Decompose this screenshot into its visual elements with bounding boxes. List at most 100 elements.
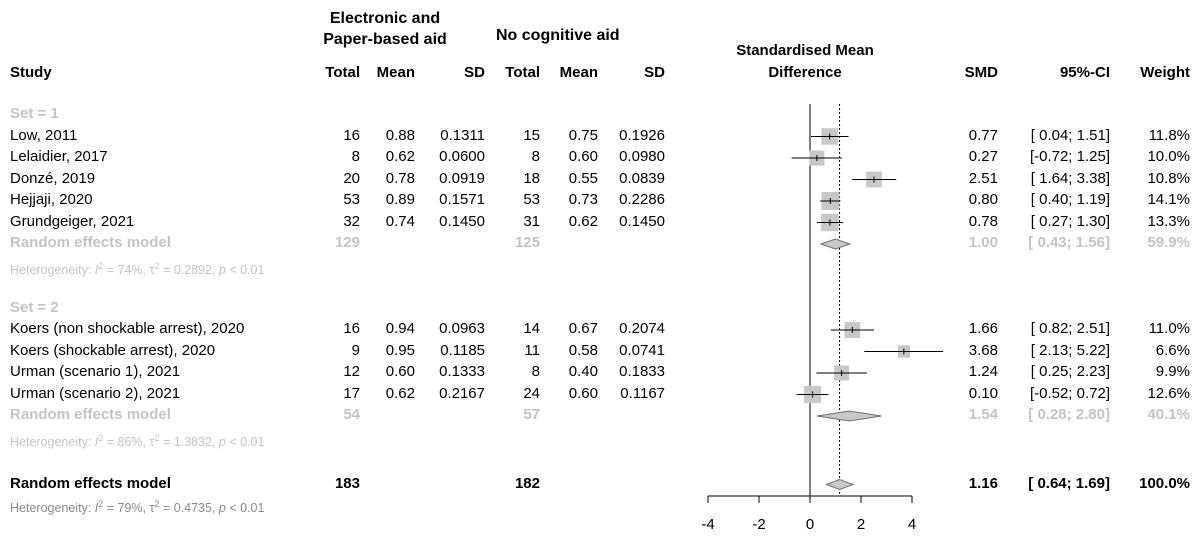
cell-weight: 9.9% <box>1155 363 1190 380</box>
study-label: Low, 2011 <box>10 126 78 144</box>
cell-total2: 125 <box>514 234 540 251</box>
cell-ci: [ 0.82; 2.51] <box>1030 320 1110 337</box>
cell-total2: 24 <box>523 384 540 402</box>
subgroup-pooled-diamond <box>819 238 852 250</box>
cell-sd1: 0.1333 <box>439 363 485 380</box>
cell-smd: 1.24 <box>968 363 998 380</box>
cell-ci: [ 0.40; 1.19] <box>1030 191 1110 208</box>
het-i2-sup: 2 <box>98 499 104 509</box>
col-header-sd2: SD <box>644 64 665 81</box>
cell-ci: [ 0.27; 1.30] <box>1030 212 1110 230</box>
cell-smd: 0.10 <box>968 384 998 402</box>
cell-ci: [ 0.43; 1.56] <box>1028 234 1110 251</box>
het-prefix: Heterogeneity: <box>10 262 95 277</box>
cell-weight: 10.0% <box>1147 148 1190 165</box>
het-i2-value: = 79%, <box>103 501 150 516</box>
x-tick-label: -2 <box>752 516 765 533</box>
het-tau-sup: 2 <box>154 499 160 509</box>
study-label: Set = 2 <box>10 298 59 316</box>
cell-weight: 10.8% <box>1147 169 1190 187</box>
cell-smd: 0.78 <box>968 212 998 230</box>
het-p-value: < 0.01 <box>225 501 265 516</box>
cell-sd1: 0.1185 <box>440 341 485 359</box>
smd-header-line1: Standardised Mean <box>736 42 874 59</box>
het-i2-value: = 86%, <box>103 434 150 449</box>
cell-ci: [ 0.64; 1.69] <box>1028 474 1110 492</box>
study-label: Urman (scenario 2), 2021 <box>10 384 181 402</box>
cell-smd: 2.51 <box>968 169 998 187</box>
cell-smd: 0.80 <box>968 191 998 208</box>
het-p-value: < 0.01 <box>225 262 265 277</box>
cell-mean1: 0.88 <box>385 126 415 144</box>
het-tau-sup: 2 <box>154 260 160 271</box>
cell-weight: 11.0% <box>1148 320 1190 337</box>
group1-header-line1: Electronic and <box>329 10 441 27</box>
cell-total2: 53 <box>523 191 540 208</box>
cell-weight: 6.6% <box>1155 341 1190 359</box>
heterogeneity-line: Heterogeneity: I2 = 86%, τ2 = 1.3832, p … <box>10 429 264 451</box>
cell-mean2: 0.60 <box>568 384 598 402</box>
cell-ci: [ 0.28; 2.80] <box>1028 406 1110 423</box>
het-i2-sup: 2 <box>98 260 104 271</box>
cell-smd: 3.68 <box>968 341 998 359</box>
study-label: Donzé, 2019 <box>10 169 96 187</box>
cell-sd1: 0.1311 <box>440 126 485 144</box>
col-header-weight: Weight <box>1140 64 1190 81</box>
x-tick-label: 4 <box>908 516 916 533</box>
cell-sd1: 0.0600 <box>439 148 485 165</box>
het-i2-symbol: I <box>94 501 99 516</box>
het-tau-symbol: τ <box>149 262 155 277</box>
cell-sd2: 0.1450 <box>619 212 665 230</box>
heterogeneity-line: Heterogeneity: I2 = 79%, τ2 = 0.4735, p … <box>10 495 264 517</box>
cell-total2: 18 <box>523 169 540 187</box>
het-p-symbol: p <box>218 434 226 449</box>
study-label: Koers (shockable arrest), 2020 <box>10 341 216 359</box>
study-label: Random effects model <box>10 406 171 423</box>
cell-smd: 1.54 <box>968 406 998 423</box>
cell-sd2: 0.2286 <box>619 191 665 208</box>
cell-total1: 183 <box>334 474 360 492</box>
cell-sd2: 0.2074 <box>619 320 665 337</box>
cell-total2: 14 <box>523 320 540 337</box>
study-label: Hejjaji, 2020 <box>10 191 93 208</box>
cell-weight: 11.8% <box>1148 126 1190 144</box>
cell-sd2: 0.1167 <box>620 384 665 402</box>
cell-mean2: 0.40 <box>568 363 598 380</box>
col-header-ci: 95%-CI <box>1059 64 1110 81</box>
het-i2-value: = 74%, <box>103 262 150 277</box>
cell-total2: 8 <box>531 148 540 165</box>
cell-ci: [ 0.04; 1.51] <box>1030 126 1110 144</box>
cell-total1: 9 <box>351 341 360 359</box>
study-label: Set = 1 <box>10 105 59 122</box>
het-tau-symbol: τ <box>149 501 155 516</box>
cell-sd1: 0.2167 <box>439 384 485 402</box>
cell-mean2: 0.55 <box>568 169 598 187</box>
cell-mean2: 0.75 <box>568 126 598 144</box>
cell-total1: 53 <box>343 191 360 208</box>
cell-total1: 17 <box>343 384 360 402</box>
study-label: Random effects model <box>10 234 171 251</box>
cell-sd1: 0.0919 <box>439 169 485 187</box>
cell-weight: 40.1% <box>1147 406 1190 423</box>
het-tau-sup: 2 <box>154 432 160 443</box>
study-label: Random effects model <box>10 474 171 492</box>
cell-smd: 1.16 <box>968 474 998 492</box>
het-i2-sup: 2 <box>98 432 104 443</box>
cell-sd2: 0.0741 <box>619 341 665 359</box>
het-prefix: Heterogeneity: <box>10 501 95 516</box>
cell-mean2: 0.73 <box>568 191 598 208</box>
cell-mean2: 0.67 <box>568 320 598 337</box>
cell-sd1: 0.0963 <box>439 320 485 337</box>
group2-header: No cognitive aid <box>496 27 620 44</box>
cell-smd: 0.27 <box>968 148 998 165</box>
col-header-total1: Total <box>325 64 360 81</box>
cell-mean1: 0.95 <box>385 341 415 359</box>
cell-total1: 8 <box>351 148 360 165</box>
cell-mean1: 0.62 <box>385 148 415 165</box>
het-tau-symbol: τ <box>149 434 155 449</box>
study-label: Grundgeiger, 2021 <box>10 212 135 230</box>
group1-header-line2: Paper-based aid <box>323 31 447 48</box>
cell-total2: 15 <box>523 126 540 144</box>
cell-total2: 8 <box>531 363 540 380</box>
